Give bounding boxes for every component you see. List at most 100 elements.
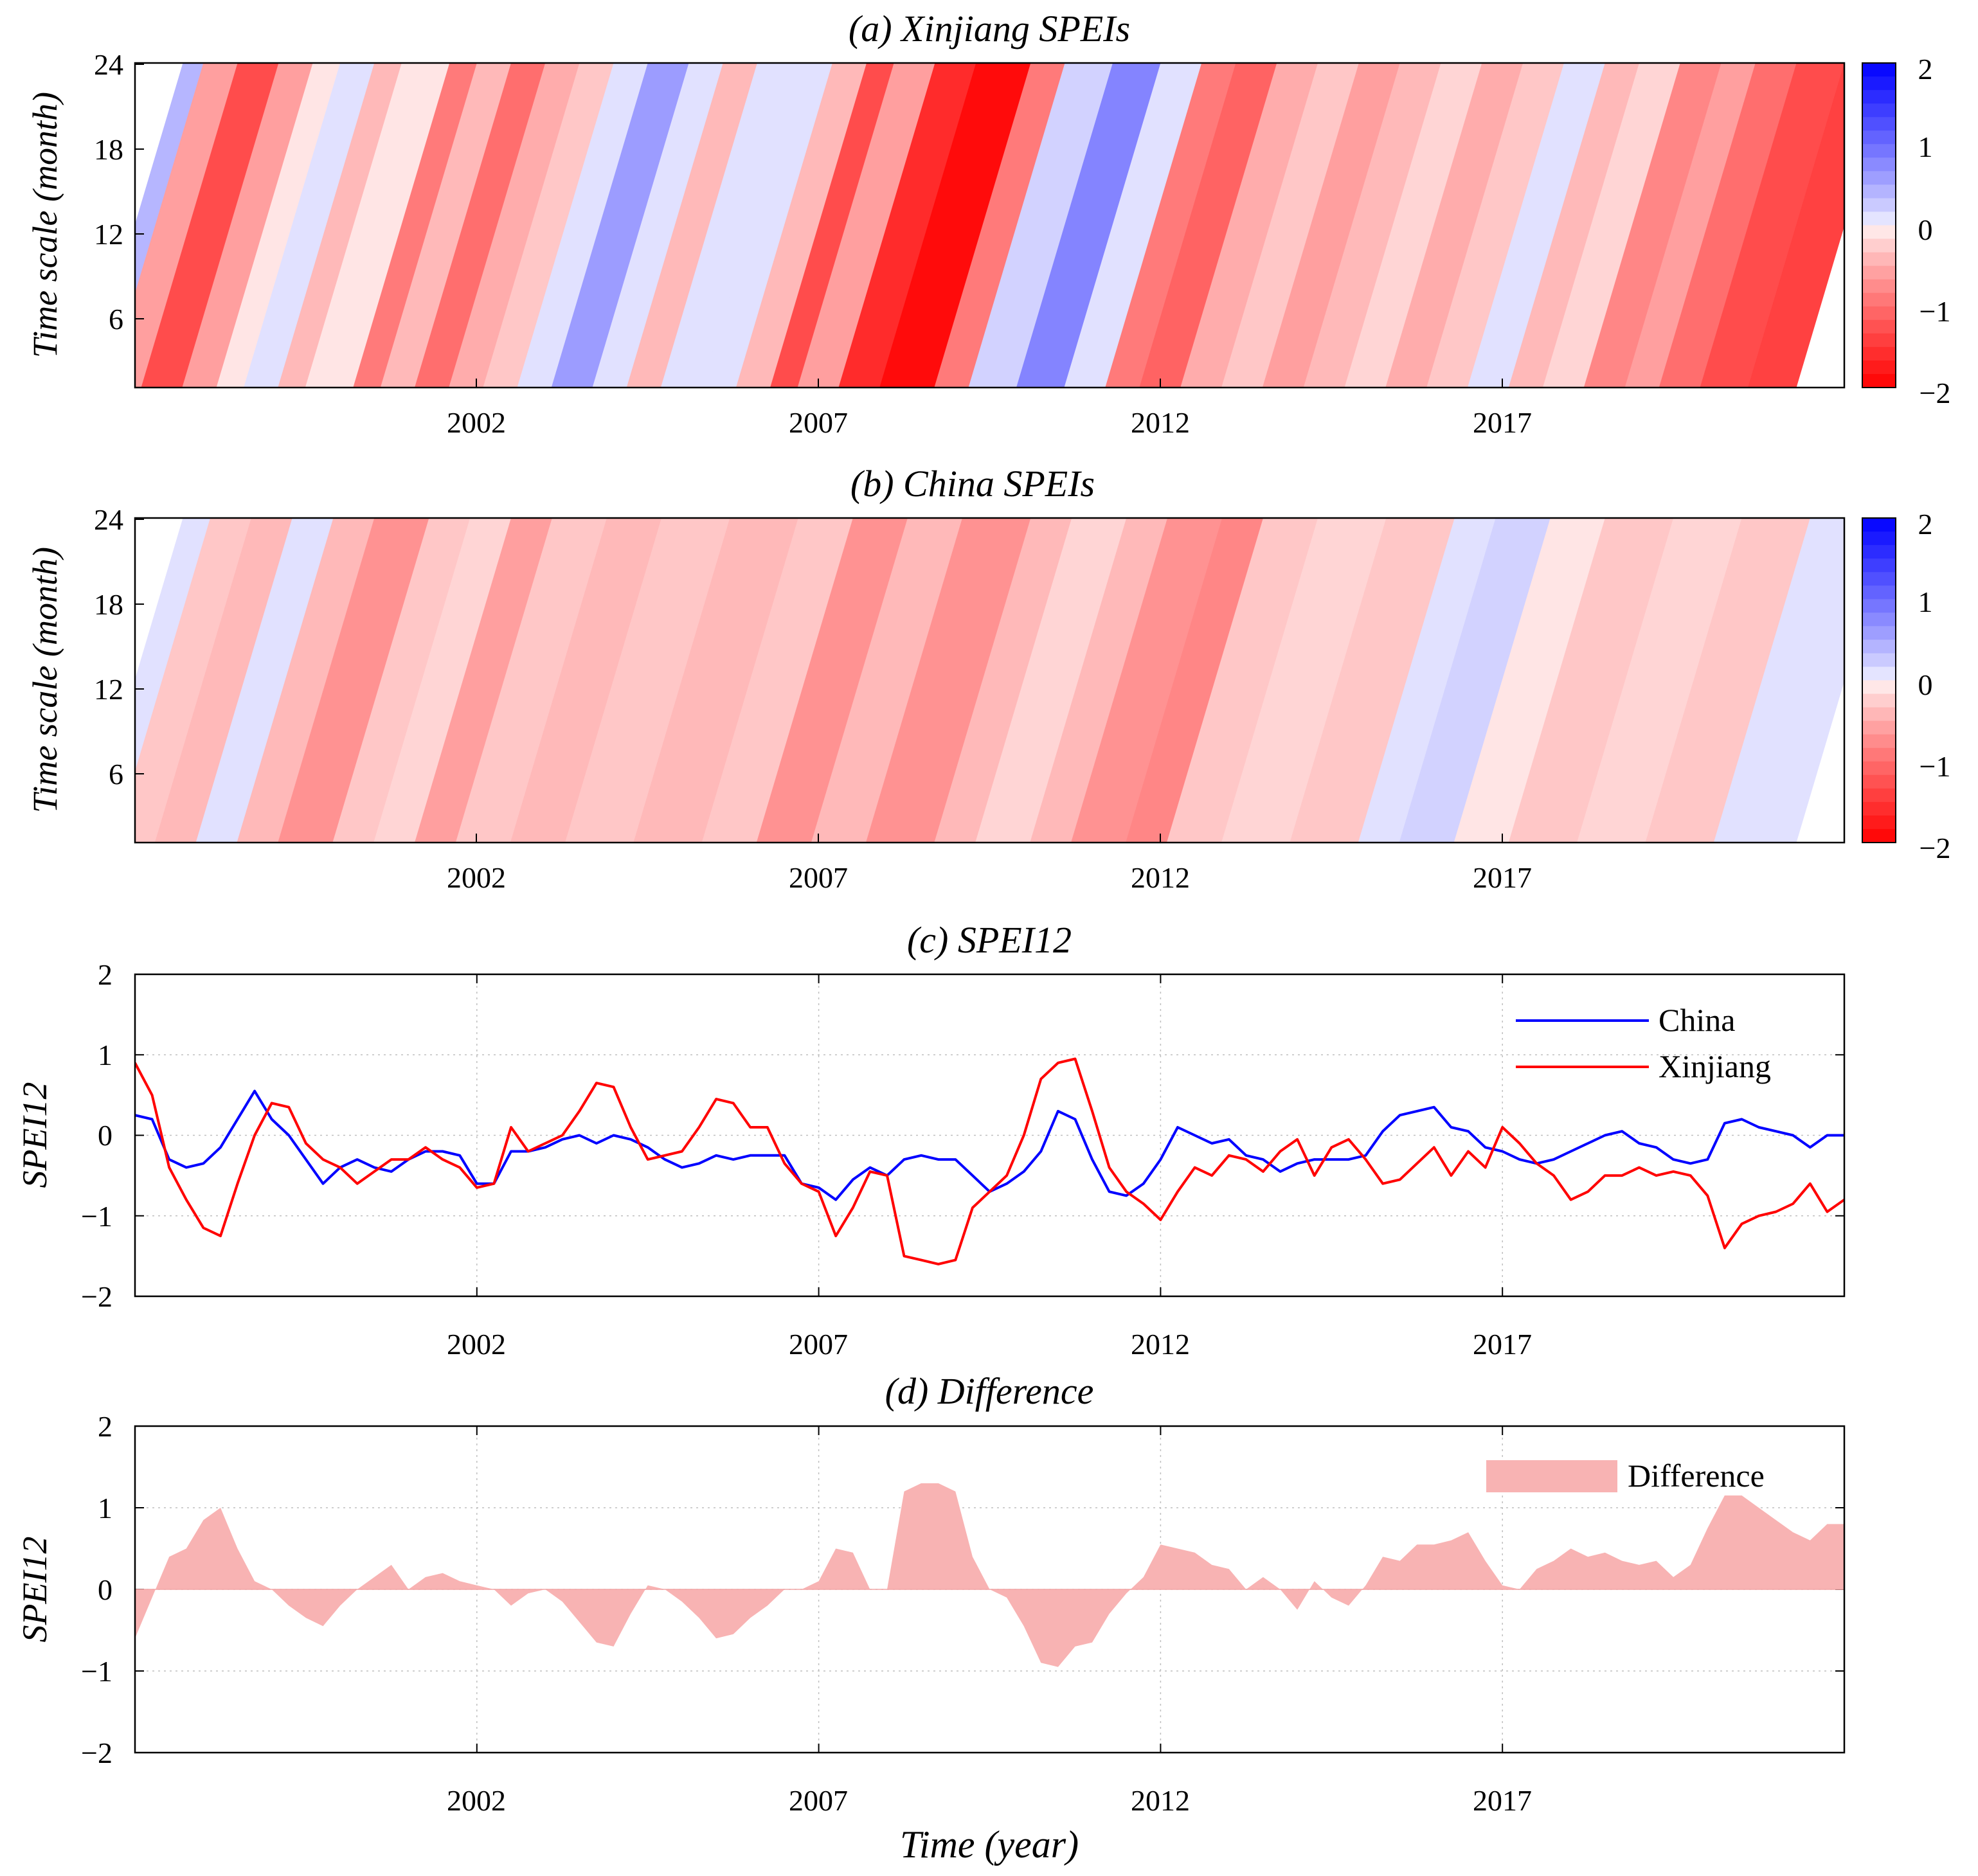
colorbar-step — [1862, 319, 1896, 334]
heat-band — [865, 518, 1032, 843]
panel-a-xtick-label: 2012 — [1131, 406, 1190, 439]
panel-a-colorbar-ticks: 2 1 0 −1 −2 — [1918, 53, 1951, 409]
panel-d-xticks: 2002 2007 2012 2017 — [447, 1784, 1532, 1817]
colorbar-step — [1862, 144, 1896, 158]
colorbar-step — [1862, 211, 1896, 226]
heat-band — [1645, 518, 1811, 843]
heat-band — [1071, 518, 1223, 843]
panel-b-ytick-label: 6 — [109, 758, 123, 791]
panel-a-title: (a) Xinjiang SPEIs — [849, 8, 1130, 49]
panel-b-xticks: 2002 2007 2012 2017 — [447, 834, 1532, 894]
heat-band — [1030, 518, 1169, 843]
heat-band — [797, 63, 936, 388]
panel-c-ytick-label: 1 — [98, 1039, 112, 1071]
heat-band — [141, 63, 280, 388]
heat-band — [1583, 63, 1722, 388]
panel-a-xtick-label: 2007 — [789, 406, 848, 439]
legend-xinjiang-label: Xinjiang — [1659, 1048, 1771, 1084]
panel-c-title: (c) SPEI12 — [907, 919, 1072, 961]
heat-band — [1508, 518, 1675, 843]
panel-a-ytick-label: 18 — [94, 133, 123, 166]
colorbar-step — [1862, 306, 1896, 321]
colorbar-step — [1862, 653, 1896, 668]
colorbar-step — [1862, 747, 1896, 762]
heat-band — [449, 63, 580, 388]
heat-band — [701, 518, 854, 843]
heat-band — [455, 518, 607, 843]
series-line-xinjiang — [135, 1057, 1844, 1265]
heat-band — [1467, 63, 1606, 388]
panel-a-colorbar — [1862, 63, 1896, 388]
colorbar-step — [1862, 788, 1896, 803]
colorbar-step — [1862, 198, 1896, 213]
panel-d-frame — [134, 1425, 1846, 1754]
heat-band — [701, 63, 833, 388]
panel-c-ytick-label: −1 — [81, 1200, 112, 1233]
panel-a-xtick-label: 2002 — [447, 406, 506, 439]
colorbar-tick-label: −2 — [1920, 377, 1951, 409]
heat-band — [1542, 63, 1681, 388]
heat-band — [1105, 63, 1237, 388]
heat-band — [1508, 63, 1640, 388]
colorbar-step — [1862, 117, 1896, 131]
colorbar-step — [1862, 720, 1896, 735]
heat-band — [216, 63, 341, 388]
panel-a-yticks: 6 12 18 24 — [94, 48, 144, 335]
panel-c-lines — [135, 1057, 1844, 1265]
panel-c-ytick-label: 0 — [98, 1119, 112, 1152]
colorbar-step — [1862, 346, 1896, 361]
panel-b-colorbar-frame — [1862, 517, 1896, 843]
colorbar-step — [1862, 103, 1896, 118]
colorbar-tick-label: 1 — [1918, 585, 1933, 618]
heat-band — [415, 63, 546, 388]
colorbar-step — [1862, 626, 1896, 640]
heat-band — [1385, 63, 1524, 388]
panel-c-xticks: 2002 2007 2012 2017 — [447, 1328, 1532, 1361]
colorbar-step — [1862, 373, 1896, 388]
heat-band — [415, 518, 553, 843]
panel-a-ytick-label: 12 — [94, 218, 123, 251]
panel-b-yticks: 6 12 18 24 — [94, 503, 144, 791]
heat-band — [1180, 63, 1319, 388]
heat-band — [968, 63, 1114, 388]
colorbar-step — [1862, 639, 1896, 654]
heat-band — [510, 518, 663, 843]
heat-band — [1624, 63, 1756, 388]
colorbar-step — [1862, 279, 1896, 294]
colorbar-step — [1862, 360, 1896, 375]
panel-c-ylabel: SPEI12 — [15, 1082, 54, 1188]
colorbar-tick-label: −1 — [1920, 750, 1951, 783]
heat-band — [1700, 63, 1844, 388]
heat-band — [1221, 518, 1387, 843]
colorbar-step — [1862, 612, 1896, 627]
panel-d-ytick-label: 0 — [98, 1573, 112, 1606]
panel-c-xtick-label: 2012 — [1131, 1328, 1190, 1361]
heat-band — [551, 63, 690, 388]
heat-band — [1262, 63, 1401, 388]
panel-d-xtick-label: 2017 — [1473, 1784, 1532, 1817]
heat-band — [135, 63, 238, 388]
heat-band — [1221, 63, 1360, 388]
panel-b-xtick-label: 2017 — [1473, 861, 1532, 894]
colorbar-tick-label: 1 — [1918, 130, 1933, 163]
colorbar-step — [1862, 157, 1896, 172]
panel-a-ytick-label: 6 — [109, 303, 123, 335]
heat-band — [305, 63, 451, 388]
panel-a-heatmap — [135, 63, 1844, 388]
heat-band — [1303, 63, 1442, 388]
panel-b-colorbar — [1862, 518, 1896, 843]
colorbar-step — [1862, 130, 1896, 145]
heat-band — [1344, 63, 1483, 388]
heat-band — [838, 63, 977, 388]
panel-a-frame — [134, 62, 1846, 389]
panel-c-xtick-label: 2017 — [1473, 1328, 1532, 1361]
heat-band — [380, 63, 512, 388]
heat-band — [735, 63, 868, 388]
colorbar-step — [1862, 225, 1896, 240]
colorbar-step — [1862, 63, 1896, 77]
panel-d-ytick-label: −1 — [81, 1655, 112, 1688]
panel-a-colorbar-frame — [1862, 62, 1896, 388]
panel-d-ytick-label: −2 — [81, 1737, 112, 1769]
panel-c-frame — [134, 973, 1846, 1298]
heat-band — [633, 518, 799, 843]
